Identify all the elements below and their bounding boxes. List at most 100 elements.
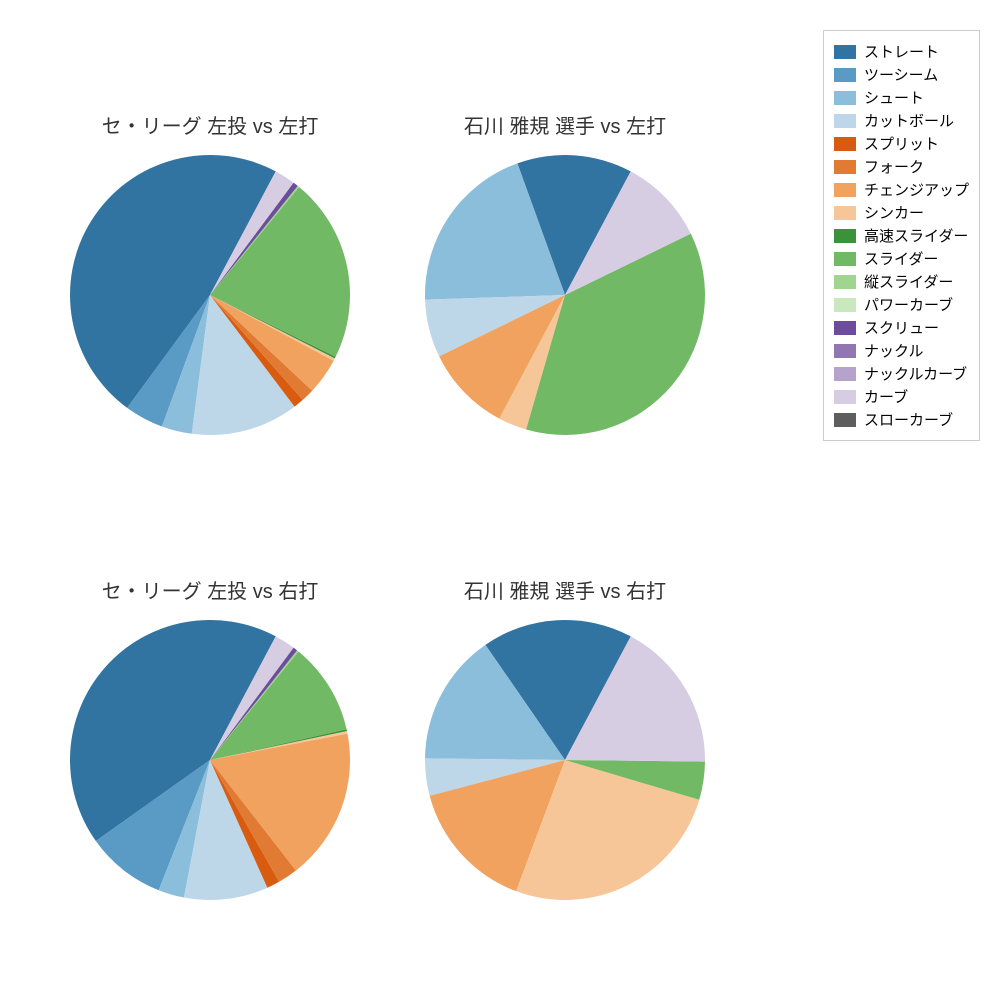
legend-swatch	[834, 390, 856, 404]
pie-slice	[210, 295, 303, 407]
slice-pct-label: 17.4	[545, 665, 574, 682]
legend-item: ナックルカーブ	[834, 363, 969, 384]
legend-item: カットボール	[834, 110, 969, 131]
pie-slice	[210, 729, 347, 760]
pie-slice	[70, 620, 276, 841]
pie-slice	[516, 760, 699, 900]
legend-item: カーブ	[834, 386, 969, 407]
pie-slice	[210, 760, 296, 882]
legend-swatch	[834, 68, 856, 82]
pie-slice	[565, 171, 691, 295]
legend-label: ツーシーム	[864, 64, 938, 85]
pie-slice	[526, 234, 705, 435]
pie-slice	[425, 645, 565, 760]
pie-slice	[210, 651, 347, 760]
legend-item: スプリット	[834, 133, 969, 154]
legend-label: シュート	[864, 87, 924, 108]
slice-pct-label: 21.3	[280, 268, 309, 285]
chart-title: セ・リーグ 左投 vs 右打	[60, 575, 360, 604]
slice-pct-label: 10.6	[269, 706, 298, 723]
legend-item: ストレート	[834, 41, 969, 62]
legend-item: 高速スライダー	[834, 225, 969, 246]
legend-label: 高速スライダー	[864, 225, 968, 246]
slice-pct-label: 13.3	[557, 200, 586, 217]
slice-pct-label: 9.2	[146, 820, 167, 837]
pie-slice	[210, 760, 279, 888]
slice-pct-label: 17.5	[277, 782, 306, 799]
slice-pct-label: 17.4	[625, 707, 654, 724]
slice-pct-label: 26.1	[589, 829, 618, 846]
pie-slice	[210, 183, 298, 295]
pie-slice	[565, 636, 705, 761]
legend-item: ツーシーム	[834, 64, 969, 85]
pie-slice	[517, 155, 630, 295]
slice-pct-label: 10.0	[488, 347, 517, 364]
legend-swatch	[834, 252, 856, 266]
pie-slice	[184, 760, 267, 900]
slice-pct-label: 15.2	[474, 711, 503, 728]
legend-label: ストレート	[864, 41, 939, 62]
legend-item: ナックル	[834, 340, 969, 361]
legend-label: シンカー	[864, 202, 924, 223]
slice-pct-label: 36.7	[617, 342, 646, 359]
pie-slice	[210, 295, 312, 400]
legend: ストレートツーシームシュートカットボールスプリットフォークチェンジアップシンカー…	[823, 30, 980, 441]
legend-swatch	[834, 183, 856, 197]
pie-slice	[485, 620, 630, 760]
slice-pct-label: 12.4	[218, 370, 247, 387]
pie-slice	[210, 295, 335, 361]
legend-swatch	[834, 45, 856, 59]
legend-label: スプリット	[864, 133, 939, 154]
legend-item: スクリュー	[834, 317, 969, 338]
slice-pct-label: 15.2	[486, 810, 515, 827]
pie-slice	[70, 155, 276, 408]
slice-pct-label: 42.6	[130, 694, 159, 711]
legend-label: フォーク	[864, 156, 924, 177]
legend-item: フォーク	[834, 156, 969, 177]
legend-swatch	[834, 91, 856, 105]
legend-label: カットボール	[864, 110, 954, 131]
legend-item: スライダー	[834, 248, 969, 269]
legend-item: パワーカーブ	[834, 294, 969, 315]
slice-pct-label: 6.7	[470, 307, 491, 324]
slice-pct-label: 47.7	[122, 240, 151, 257]
chart-title: セ・リーグ 左投 vs 左打	[60, 110, 360, 139]
pie-slice	[162, 295, 210, 434]
pie-slice	[210, 648, 297, 760]
pie-slice	[425, 758, 565, 795]
legend-item: シュート	[834, 87, 969, 108]
legend-swatch	[834, 206, 856, 220]
legend-label: パワーカーブ	[864, 294, 953, 315]
pie-slice	[439, 295, 565, 419]
pie-slice	[430, 760, 565, 891]
legend-label: ナックルカーブ	[864, 363, 967, 384]
legend-label: 縦スライダー	[864, 271, 953, 292]
pie-slice	[127, 295, 210, 426]
slice-pct-label: 9.7	[210, 838, 231, 855]
chart-title: 石川 雅規 選手 vs 右打	[415, 575, 715, 604]
legend-swatch	[834, 298, 856, 312]
pie-slice	[192, 295, 295, 435]
pie-slice	[96, 760, 210, 890]
legend-swatch	[834, 344, 856, 358]
legend-swatch	[834, 160, 856, 174]
legend-swatch	[834, 367, 856, 381]
pie-slice	[159, 760, 210, 898]
pie-slice	[210, 295, 336, 358]
pie-slice	[425, 163, 565, 299]
legend-label: ナックル	[864, 340, 924, 361]
legend-label: カーブ	[864, 386, 908, 407]
pie-slice	[499, 295, 565, 429]
legend-item: チェンジアップ	[834, 179, 969, 200]
pie-slice	[210, 295, 334, 391]
chart-grid: ストレートツーシームシュートカットボールスプリットフォークチェンジアップシンカー…	[0, 0, 1000, 1000]
pie-slice	[425, 295, 565, 356]
slice-pct-label: 20.0	[479, 238, 508, 255]
legend-swatch	[834, 229, 856, 243]
legend-item: スローカーブ	[834, 409, 969, 430]
legend-swatch	[834, 275, 856, 289]
pie-slice	[210, 731, 347, 760]
legend-item: 縦スライダー	[834, 271, 969, 292]
legend-swatch	[834, 321, 856, 335]
legend-label: チェンジアップ	[864, 179, 969, 200]
